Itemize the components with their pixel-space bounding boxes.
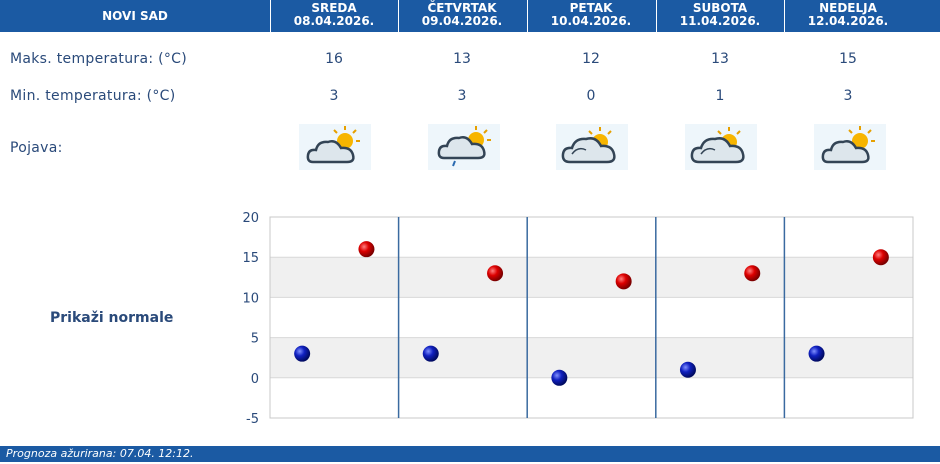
y-tick-label: 5 <box>251 332 259 347</box>
forecast-header: NOVI SAD SREDA 08.04.2026. ČETVRTAK 09.0… <box>0 0 940 32</box>
header-separator <box>270 0 271 32</box>
min-temp-value: 3 <box>843 88 853 104</box>
max-temp-value: 13 <box>453 51 471 67</box>
forecast-updated-footer: Prognoza ažurirana: 07.04. 12:12. <box>0 446 940 462</box>
max-temp-marker <box>615 273 632 290</box>
y-tick-label: 15 <box>242 251 259 266</box>
min-temp-marker <box>551 369 568 386</box>
partly-cloudy-sun-icon <box>299 124 371 170</box>
min-temp-value: 0 <box>586 88 596 104</box>
y-tick-label: 10 <box>242 291 259 306</box>
day-name: SUBOTA <box>692 1 748 15</box>
min-temp-value: 3 <box>329 88 339 104</box>
day-header-2: ČETVRTAK 09.04.2026. <box>398 2 526 28</box>
max-temp-value: 13 <box>711 51 729 67</box>
min-temp-marker <box>808 345 825 362</box>
max-temp-label: Maks. temperatura: (°C) <box>10 51 187 67</box>
grid-band <box>270 337 913 378</box>
max-temp-marker <box>744 265 761 282</box>
header-separator <box>784 0 785 32</box>
min-temp-marker <box>422 345 439 362</box>
day-name: ČETVRTAK <box>427 1 497 15</box>
day-header-4: SUBOTA 11.04.2026. <box>656 2 784 28</box>
header-separator <box>398 0 399 32</box>
min-temp-value: 3 <box>457 88 467 104</box>
cloudy-sun-light-rain-icon <box>428 124 500 170</box>
y-tick-label: -5 <box>246 412 259 427</box>
weather-label: Pojava: <box>10 140 63 156</box>
max-temp-marker <box>872 249 889 266</box>
cloudy-sun-icon <box>685 124 757 170</box>
max-temp-marker <box>487 265 504 282</box>
day-header-1: SREDA 08.04.2026. <box>270 2 398 28</box>
show-normals-link[interactable]: Prikaži normale <box>50 310 174 326</box>
day-date: 09.04.2026. <box>421 14 503 28</box>
header-separator <box>656 0 657 32</box>
cloudy-sun-icon <box>556 124 628 170</box>
partly-cloudy-sun-icon <box>814 124 886 170</box>
day-date: 12.04.2026. <box>807 14 889 28</box>
day-name: SREDA <box>311 1 357 15</box>
min-temp-marker <box>679 361 696 378</box>
day-date: 08.04.2026. <box>293 14 375 28</box>
max-temp-value: 15 <box>839 51 857 67</box>
y-tick-label: 0 <box>251 372 259 387</box>
day-header-3: PETAK 10.04.2026. <box>527 2 655 28</box>
plot-frame <box>269 216 914 419</box>
min-temp-marker <box>294 345 311 362</box>
day-header-5: NEDELJA 12.04.2026. <box>784 2 912 28</box>
min-temp-value: 1 <box>715 88 725 104</box>
header-separator <box>527 0 528 32</box>
day-date: 11.04.2026. <box>679 14 761 28</box>
min-temp-label: Min. temperatura: (°C) <box>10 88 176 104</box>
city-name: NOVI SAD <box>102 9 168 23</box>
max-temp-value: 16 <box>325 51 343 67</box>
max-temp-value: 12 <box>582 51 600 67</box>
grid-band <box>270 257 913 298</box>
max-temp-marker <box>358 241 375 258</box>
day-name: NEDELJA <box>819 1 877 15</box>
y-tick-label: 20 <box>242 211 259 226</box>
day-date: 10.04.2026. <box>550 14 632 28</box>
day-name: PETAK <box>569 1 613 15</box>
